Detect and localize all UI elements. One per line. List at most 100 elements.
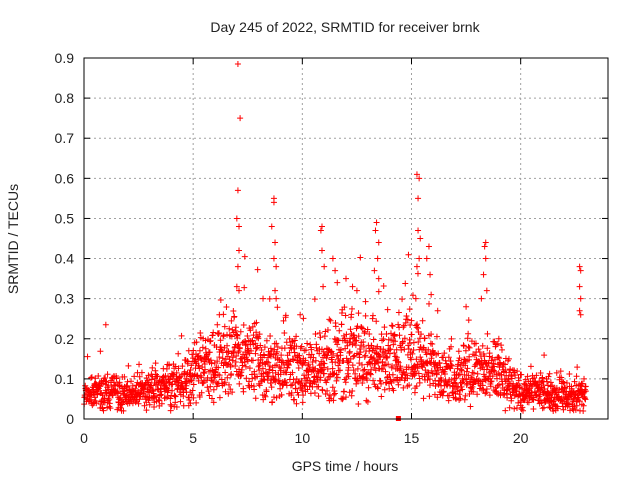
data-point	[274, 348, 281, 355]
data-point	[502, 367, 509, 374]
data-point	[298, 377, 305, 384]
data-point	[461, 396, 468, 403]
data-point	[408, 331, 415, 338]
data-point	[200, 369, 207, 376]
data-point	[415, 195, 422, 202]
data-point	[381, 386, 388, 393]
data-point	[412, 295, 419, 302]
data-point	[175, 350, 182, 357]
data-point	[299, 387, 306, 394]
data-point	[533, 372, 540, 379]
data-point	[225, 390, 232, 397]
data-point	[307, 341, 314, 348]
data-point	[454, 361, 461, 368]
data-point	[360, 367, 367, 374]
data-point	[249, 323, 256, 330]
data-point	[500, 391, 507, 398]
data-point	[481, 243, 488, 250]
data-point	[389, 323, 396, 330]
data-point	[265, 359, 272, 366]
data-point	[349, 283, 356, 290]
data-point	[471, 352, 478, 359]
data-point	[312, 330, 319, 337]
data-point	[467, 403, 474, 410]
data-point	[457, 395, 464, 402]
data-point	[488, 378, 495, 385]
data-point	[229, 326, 236, 333]
data-point	[343, 355, 350, 362]
data-point	[484, 330, 491, 337]
data-point	[335, 362, 342, 369]
data-point	[236, 247, 243, 254]
data-point	[207, 338, 213, 345]
data-point	[249, 375, 256, 382]
data-point	[302, 347, 309, 354]
data-point	[317, 334, 324, 341]
data-point	[446, 392, 453, 399]
data-point	[410, 339, 417, 346]
data-point	[505, 376, 512, 383]
data-point	[414, 270, 421, 277]
data-point	[456, 371, 463, 378]
data-point	[344, 342, 351, 349]
data-point	[546, 404, 553, 411]
data-point	[511, 405, 518, 412]
data-point	[373, 219, 380, 226]
data-point	[256, 382, 263, 389]
data-point	[269, 398, 276, 405]
data-point	[532, 388, 539, 395]
data-point	[187, 366, 194, 373]
data-point	[334, 374, 341, 381]
data-point	[242, 363, 249, 370]
data-point	[357, 349, 364, 356]
data-point	[308, 351, 315, 358]
data-point	[395, 321, 402, 328]
data-point	[219, 355, 226, 362]
data-point	[331, 390, 338, 397]
data-point	[195, 377, 202, 384]
data-point	[515, 377, 522, 384]
data-point	[462, 392, 469, 399]
data-point	[226, 356, 233, 363]
data-point	[247, 327, 254, 334]
data-point	[324, 326, 331, 333]
data-point	[527, 363, 534, 370]
data-point	[332, 267, 339, 274]
data-point	[374, 385, 381, 392]
data-point	[355, 310, 362, 317]
data-point	[435, 350, 442, 357]
data-point	[456, 355, 463, 362]
data-point	[273, 263, 280, 270]
data-point	[166, 362, 173, 369]
data-point	[296, 357, 303, 364]
data-point	[362, 312, 369, 319]
data-point	[427, 382, 434, 389]
data-point	[541, 352, 548, 359]
data-point	[564, 396, 571, 403]
data-point	[554, 405, 561, 412]
data-point	[329, 255, 336, 262]
data-point	[236, 287, 243, 294]
data-point	[167, 407, 174, 414]
data-point	[470, 370, 477, 377]
y-tick-label: 0.2	[55, 331, 75, 347]
data-point	[260, 295, 267, 302]
grid	[84, 58, 608, 419]
data-point	[543, 378, 550, 385]
data-point	[132, 399, 139, 406]
data-point	[408, 317, 415, 324]
data-point	[495, 335, 502, 342]
data-point	[259, 359, 266, 366]
data-point	[248, 347, 255, 354]
data-point	[445, 397, 452, 404]
data-point	[241, 253, 248, 260]
data-point	[273, 340, 280, 347]
data-point	[495, 381, 502, 388]
data-point	[470, 388, 477, 395]
data-point	[511, 367, 518, 374]
data-point	[216, 394, 223, 401]
data-point	[502, 407, 509, 414]
data-point	[337, 352, 344, 359]
data-point	[428, 291, 435, 298]
data-point	[573, 402, 580, 409]
